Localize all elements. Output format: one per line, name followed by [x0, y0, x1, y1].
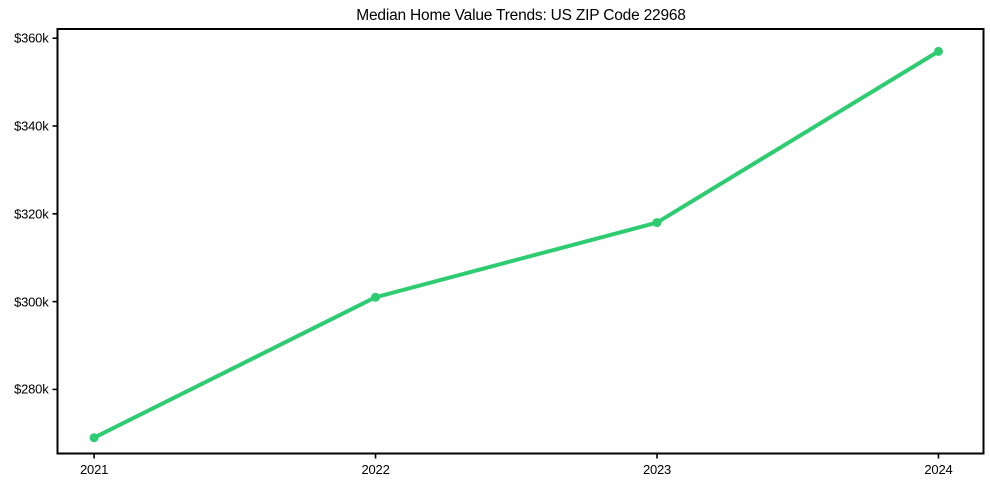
y-tick-label-0: $280k: [14, 381, 49, 397]
x-tick-label-1: 2022: [361, 461, 390, 477]
y-tick-label-3: $340k: [14, 118, 49, 134]
y-tick-label-1: $300k: [14, 294, 49, 310]
trend-line: [92, 49, 941, 440]
y-tick-label-4: $360k: [14, 30, 49, 46]
data-point-2022: [371, 292, 381, 302]
x-tick-label-2: 2023: [642, 461, 672, 477]
x-tick-label-0: 2021: [80, 461, 109, 477]
chart-title: Median Home Value Trends: US ZIP Code 22…: [356, 7, 686, 24]
y-tick-label-2: $320k: [14, 206, 49, 222]
data-point-2021: [89, 433, 99, 443]
x-tick-label-3: 2024: [924, 461, 953, 477]
plot-border: [56, 28, 985, 455]
data-point-2023: [652, 218, 662, 228]
data-point-2024: [933, 46, 943, 56]
